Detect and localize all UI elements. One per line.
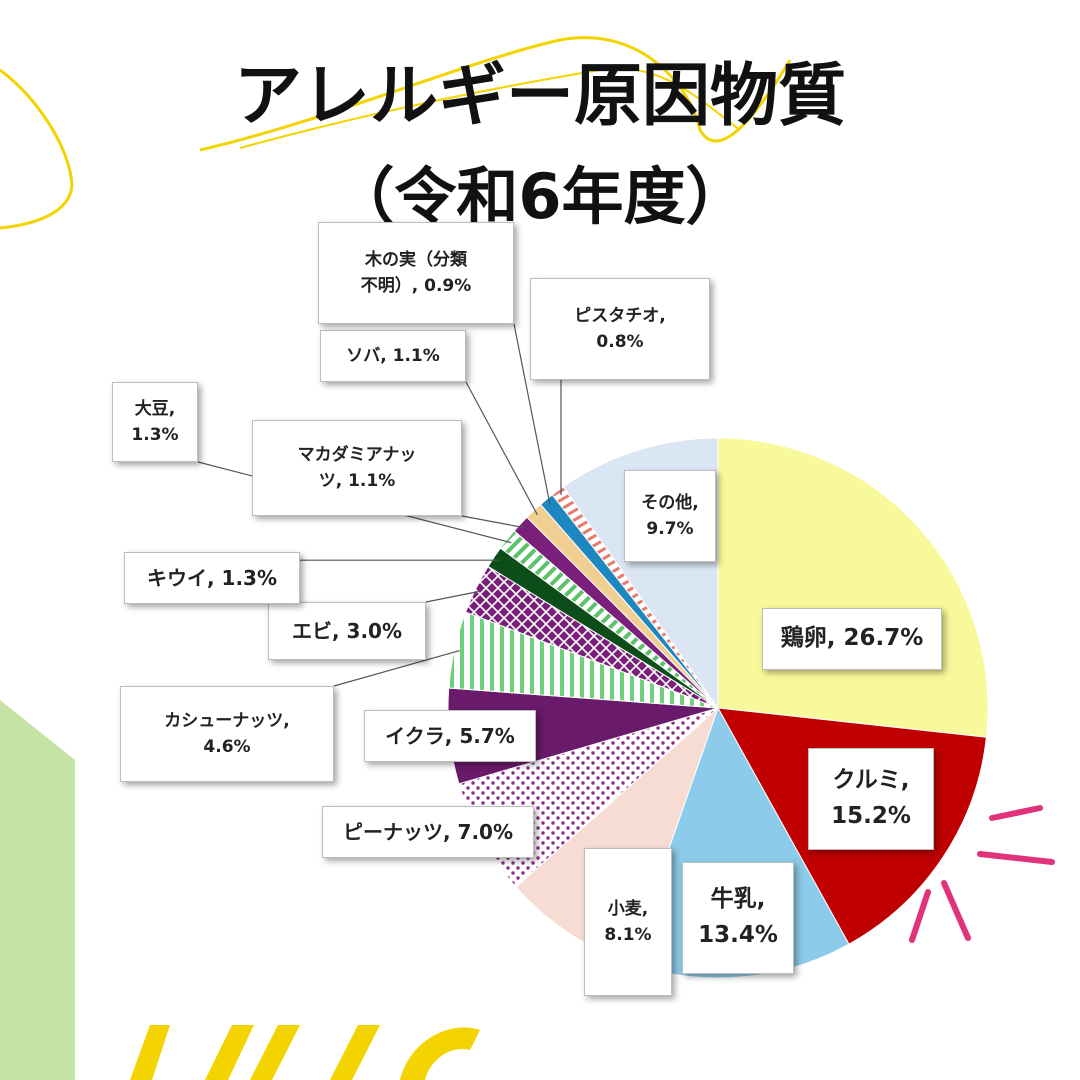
yellow-brush-bottom [130,1025,480,1080]
slice-label-1: 鶏卵, 26.7% [762,608,942,670]
green-brush-decoration [0,700,75,1080]
slice-label-2: クルミ, 15.2% [808,748,934,850]
leader-line-12 [465,381,538,515]
leader-line-7 [333,650,460,687]
slice-label-7: カシューナッツ, 4.6% [120,686,334,782]
slice-label-6: イクラ, 5.7% [364,710,536,762]
slice-label-13: 木の実（分類 不明）, 0.9% [318,222,514,324]
slice-label-8: エビ, 3.0% [268,602,426,660]
chart-title: アレルギー原因物質 [233,57,846,136]
chart-subtitle: （令和6年度） [332,160,748,233]
yellow-swirl-top [199,36,792,152]
slice-label-15: その他, 9.7% [624,470,716,562]
slice-label-14: ピスタチオ, 0.8% [530,278,710,380]
slice-label-9: キウイ, 1.3% [124,552,300,604]
leader-line-8 [425,590,481,603]
leader-line-11 [461,515,525,529]
leader-line-13 [513,323,551,504]
slice-label-12: ソバ, 1.1% [320,330,466,382]
slice-label-4: 小麦, 8.1% [584,848,672,996]
slice-label-10: 大豆, 1.3% [112,382,198,462]
slice-label-5: ピーナッツ, 7.0% [322,806,534,858]
yellow-swirl-left [0,68,74,230]
slice-label-3: 牛乳, 13.4% [682,862,794,974]
yellow-swirl-top2 [239,67,741,149]
slice-label-11: マカダミアナッ ツ, 1.1% [252,420,462,516]
pink-burst-lines [909,805,1055,943]
